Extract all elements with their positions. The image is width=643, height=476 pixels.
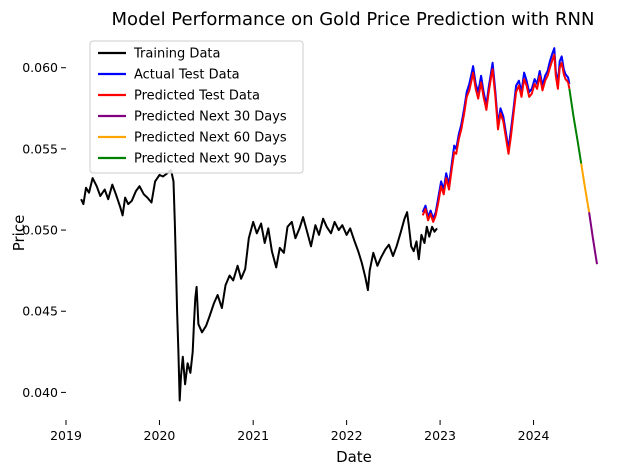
y-tick-label: 0.045 xyxy=(22,304,58,319)
series-line-predicted-next-90-days xyxy=(568,88,583,164)
x-tick-label: 2024 xyxy=(518,428,550,443)
x-axis-label: Date xyxy=(336,448,372,466)
y-axis-label: Price xyxy=(10,215,28,252)
chart-title: Model Performance on Gold Price Predicti… xyxy=(112,9,595,30)
legend-entry-label: Training Data xyxy=(133,47,220,62)
legend-entry-label: Actual Test Data xyxy=(134,68,240,83)
legend: Training Data Actual Test Data Predicted T… xyxy=(89,40,304,174)
y-tick-label: 0.060 xyxy=(22,60,58,75)
y-tick-label: 0.055 xyxy=(22,141,58,156)
y-tick-label: 0.050 xyxy=(22,223,58,238)
legend-entry-label: Predicted Next 90 Days xyxy=(134,152,287,167)
x-tick-label: 2023 xyxy=(424,428,456,443)
series-lines xyxy=(80,47,598,402)
x-tick-label: 2021 xyxy=(237,428,269,443)
x-tick-label: 2019 xyxy=(50,428,82,443)
x-tick-label: 2020 xyxy=(144,428,176,443)
series-line-predicted-test-data xyxy=(421,53,571,223)
x-tick-label: 2022 xyxy=(331,428,363,443)
series-line-training-data xyxy=(80,169,438,402)
legend-entry-label: Predicted Test Data xyxy=(134,89,260,104)
legend-entry-label: Predicted Next 30 Days xyxy=(134,110,287,125)
x-axis-ticks: 2019 2020 2021 2022 2023 2024 xyxy=(50,420,549,443)
series-line-predicted-next-30-days xyxy=(588,212,598,265)
legend-box xyxy=(89,40,304,174)
y-axis-ticks: 0.040 0.045 0.050 0.055 0.060 xyxy=(22,60,66,400)
series-line-predicted-next-60-days xyxy=(580,163,591,213)
y-tick-label: 0.040 xyxy=(22,385,58,400)
legend-entry-label: Predicted Next 60 Days xyxy=(134,131,287,146)
